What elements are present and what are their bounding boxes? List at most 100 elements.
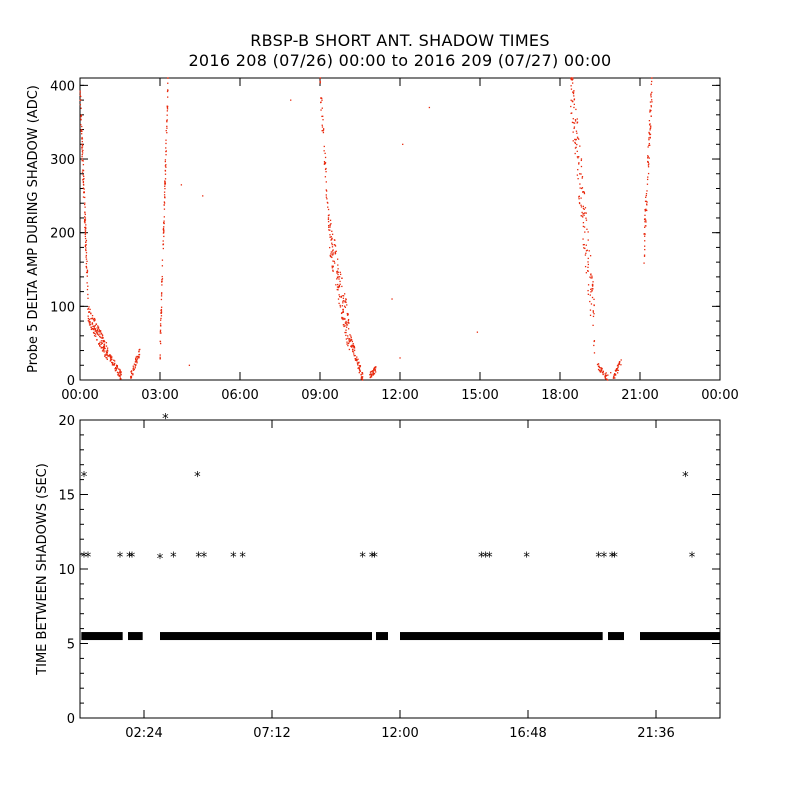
data-point: [592, 315, 595, 318]
data-point: [131, 372, 133, 375]
data-point: [345, 301, 347, 304]
data-point: [102, 340, 104, 342]
x-tick-label: 03:00: [141, 388, 178, 403]
data-point: [351, 340, 354, 343]
data-point: [371, 374, 374, 376]
data-point: [81, 148, 83, 150]
data-point: [582, 213, 584, 215]
data-point: [578, 162, 580, 164]
data-point: [574, 152, 576, 155]
data-point: [644, 208, 646, 211]
plot-frame: [79, 419, 721, 719]
data-point: [341, 318, 343, 320]
data-point: [163, 222, 165, 224]
data-point: [165, 164, 167, 166]
data-point: [648, 132, 651, 135]
data-point: [591, 275, 593, 277]
baseline-asterisk-band: [400, 632, 603, 641]
data-point: [578, 156, 580, 158]
data-point: [585, 252, 587, 254]
data-point: [579, 183, 581, 185]
data-point: [331, 267, 333, 269]
data-point: [96, 332, 98, 334]
data-point: [165, 139, 167, 141]
data-point: [163, 194, 166, 196]
baseline-asterisk-band: [81, 632, 123, 641]
data-point: [592, 281, 594, 283]
asterisk-point: *: [682, 470, 689, 485]
data-point: [163, 191, 166, 193]
data-point: [105, 356, 107, 359]
data-point: [573, 126, 576, 128]
data-point: [321, 126, 324, 128]
asterisk-point: *: [162, 412, 169, 427]
data-point: [361, 373, 364, 375]
data-point: [322, 131, 325, 134]
data-point: [582, 244, 585, 246]
data-point: [583, 214, 585, 217]
data-point: [648, 131, 650, 134]
data-point: [576, 122, 578, 124]
data-point: [576, 132, 578, 134]
data-point: [644, 210, 646, 212]
data-point: [336, 286, 339, 288]
data-point: [84, 217, 87, 219]
data-point: [648, 163, 650, 165]
data-point: [159, 342, 162, 345]
data-point: [371, 370, 374, 372]
data-point: [330, 236, 332, 238]
data-point: [613, 373, 616, 375]
data-point: [167, 77, 169, 79]
data-point: [572, 82, 574, 84]
data-point: [337, 289, 339, 291]
data-point: [101, 333, 103, 336]
data-point: [351, 344, 353, 346]
data-point: [90, 313, 92, 315]
data-point: [347, 342, 349, 345]
data-point: [337, 276, 339, 278]
data-point: [651, 91, 653, 94]
data-point: [352, 344, 355, 347]
data-point: [581, 215, 583, 217]
data-point: [337, 271, 339, 273]
data-point: [87, 293, 89, 296]
data-point: [587, 284, 590, 286]
data-point: [80, 99, 82, 101]
data-point: [578, 195, 580, 197]
data-point: [350, 337, 352, 339]
data-point: [92, 331, 95, 334]
data-point: [651, 101, 653, 103]
data-point: [345, 338, 348, 340]
data-point: [361, 378, 364, 380]
data-point: [332, 265, 334, 267]
data-point: [163, 220, 165, 222]
data-point: [82, 179, 84, 181]
data-point: [329, 254, 331, 257]
data-point: [591, 277, 593, 279]
data-point: [135, 357, 137, 359]
data-point: [87, 308, 90, 310]
data-point: [324, 168, 327, 171]
plot-frame: [79, 77, 721, 381]
data-point: [117, 374, 119, 376]
data-point: [165, 166, 167, 168]
data-point: [643, 255, 646, 257]
y-tick-label: 5: [67, 638, 75, 653]
data-point: [574, 138, 576, 141]
data-point: [614, 369, 617, 372]
data-point: [88, 324, 91, 326]
data-point: [339, 295, 341, 298]
data-point: [164, 173, 167, 175]
data-point: [80, 116, 82, 118]
data-point: [347, 335, 349, 337]
data-point: [358, 365, 360, 367]
data-point: [93, 326, 96, 328]
data-point: [130, 376, 132, 379]
data-point: [160, 311, 163, 314]
data-point: [580, 215, 582, 217]
data-point: [104, 354, 106, 356]
data-point: [164, 183, 166, 186]
data-point: [369, 376, 371, 379]
data-point: [349, 334, 351, 336]
data-point: [103, 343, 106, 345]
